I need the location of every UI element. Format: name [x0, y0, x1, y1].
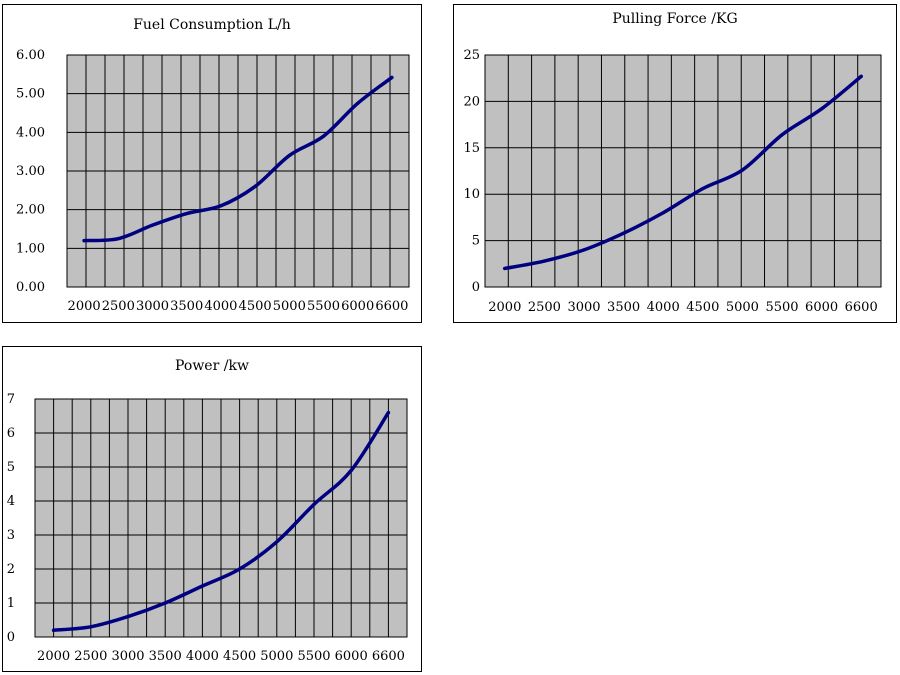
y-tick-label: 2 [7, 562, 15, 577]
x-tick-label: 3500 [149, 649, 182, 664]
x-tick-label: 4000 [204, 299, 237, 314]
x-tick-label: 3000 [567, 300, 600, 315]
y-tick-label: 5.00 [16, 87, 45, 102]
data-point [287, 153, 291, 158]
x-tick-label: 5500 [307, 299, 340, 314]
data-point [780, 133, 784, 137]
y-tick-label: 15 [463, 141, 480, 156]
data-point [582, 248, 586, 252]
x-tick-label: 2000 [37, 649, 70, 664]
x-tick-label: 4500 [686, 300, 719, 315]
series-line [51, 410, 391, 632]
x-tick-label: 6000 [805, 300, 838, 315]
data-point [275, 540, 279, 544]
data-point [150, 223, 155, 227]
fuel-consumption-chart: 0.00 1.00 2.00 3.00 4.00 5.00 6.00 2000 2500 3000… [16, 48, 410, 314]
plot-border [484, 54, 882, 288]
data-point [52, 628, 56, 632]
x-tick-label: 3000 [111, 649, 144, 664]
x-tick-label: 6000 [341, 299, 374, 314]
x-tick-label: 6000 [335, 649, 368, 664]
plot-border [66, 54, 410, 288]
y-tick-label: 3.00 [16, 164, 45, 179]
data-point [238, 567, 242, 571]
data-point [253, 184, 257, 189]
data-point [503, 266, 507, 271]
y-tick-label: 6.00 [16, 48, 45, 63]
data-point [82, 239, 86, 243]
y-tick-label: 0 [472, 280, 480, 295]
data-point [89, 625, 93, 629]
power-chart-panel: Power /kw 0 1 2 3 4 5 6 7 2000 2500 3000 3500 4000 45… [2, 346, 422, 672]
x-tick-label: 4000 [647, 300, 680, 315]
data-point [185, 211, 189, 216]
x-tick-label: 2000 [488, 300, 521, 315]
x-tick-label: 6600 [845, 300, 878, 315]
x-tick-label: 5500 [297, 649, 330, 664]
x-tick-label: 4500 [239, 299, 272, 314]
y-tick-label: 5 [7, 460, 15, 475]
data-point [740, 168, 744, 172]
plot-border [34, 398, 408, 638]
series-line [82, 75, 394, 243]
data-point [219, 204, 223, 208]
data-point [701, 187, 705, 191]
pulling-force-chart: 0 5 10 15 20 25 2000 2500 3000 3500 4000 4500 5000 55… [463, 48, 882, 315]
x-tick-label: 4000 [186, 649, 219, 664]
series-line [503, 74, 863, 271]
y-tick-label: 7 [7, 392, 15, 407]
x-tick-label: 2000 [68, 299, 101, 314]
x-tick-label: 3500 [607, 300, 640, 315]
x-tick-label: 5000 [726, 300, 759, 315]
x-tick-label: 5000 [273, 299, 306, 314]
y-tick-label: 1.00 [16, 241, 45, 256]
data-point [163, 601, 167, 605]
data-point [312, 502, 316, 506]
x-tick-label: 5000 [260, 649, 293, 664]
data-point [661, 211, 665, 215]
data-point [126, 615, 130, 619]
y-tick-label: 0.00 [16, 280, 45, 295]
data-point [386, 411, 390, 415]
y-tick-label: 6 [7, 426, 15, 441]
x-tick-label: 2500 [102, 299, 135, 314]
y-tick-label: 4 [7, 494, 15, 509]
data-point [200, 584, 204, 588]
data-point [356, 101, 360, 105]
fuel-consumption-chart-panel: Fuel Consumption L/h 0.00 1.00 2.00 3.00 4.0… [2, 4, 422, 323]
data-point [349, 468, 353, 472]
x-tick-label: 3000 [136, 299, 169, 314]
data-point [542, 259, 546, 263]
data-point [622, 231, 626, 235]
x-tick-label: 6600 [375, 299, 408, 314]
y-tick-label: 0 [7, 630, 15, 645]
x-tick-label: 4500 [223, 649, 256, 664]
y-tick-label: 2.00 [16, 203, 45, 218]
x-tick-label: 2500 [74, 649, 107, 664]
pulling-force-chart-panel: Pulling Force /KG 0 5 10 15 20 25 2000 2500 3000… [453, 4, 897, 323]
y-tick-label: 25 [463, 48, 480, 63]
data-point [116, 237, 120, 241]
chart-title: Pulling Force /KG [612, 11, 738, 27]
chart-title: Power /kw [175, 358, 249, 374]
x-tick-label: 5500 [765, 300, 798, 315]
y-tick-label: 20 [463, 94, 480, 109]
x-tick-label: 3500 [170, 299, 203, 314]
x-tick-label: 6600 [372, 649, 405, 664]
data-point [859, 74, 863, 78]
data-point [321, 134, 326, 138]
power-chart: 0 1 2 3 4 5 6 7 2000 2500 3000 3500 4000 4500 5000 5500… [7, 392, 408, 664]
y-tick-label: 5 [472, 234, 480, 249]
gridlines [35, 398, 407, 638]
chart-title: Fuel Consumption L/h [133, 17, 291, 33]
y-tick-label: 4.00 [16, 125, 45, 140]
y-tick-label: 10 [463, 187, 480, 202]
plot-area [485, 55, 881, 287]
y-tick-label: 3 [7, 528, 15, 543]
x-tick-label: 2500 [528, 300, 561, 315]
data-point [820, 107, 824, 111]
y-tick-label: 1 [7, 596, 15, 611]
data-point [390, 75, 394, 80]
